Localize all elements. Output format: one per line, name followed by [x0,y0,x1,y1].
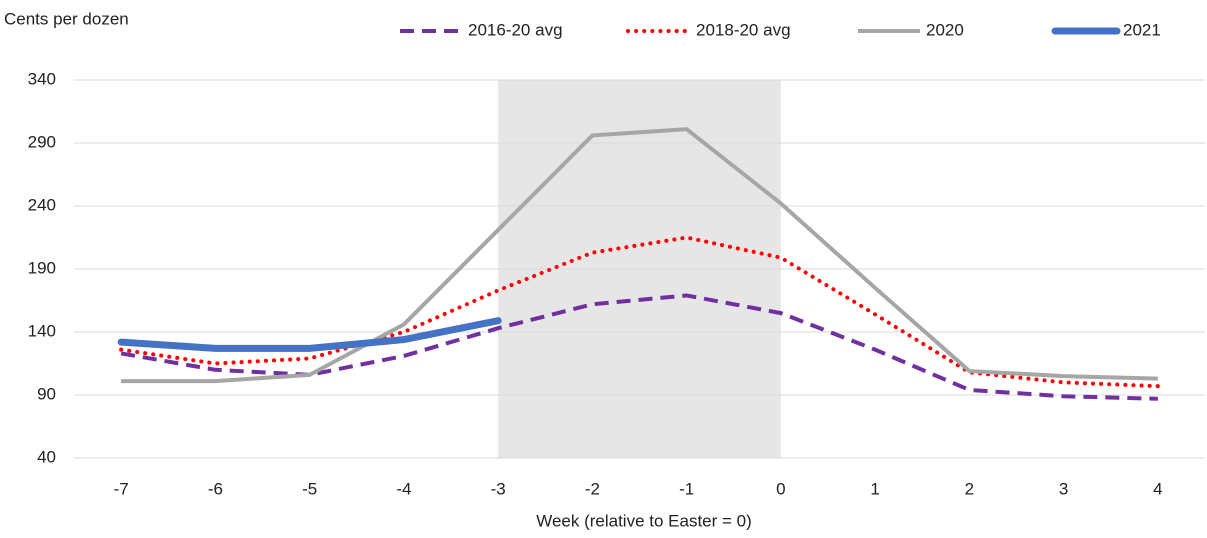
series-line [117,317,502,352]
x-tick-label: -5 [302,479,317,498]
series-line [120,293,1158,401]
y-tick-label: 290 [28,132,56,151]
x-tick-label: 0 [776,479,785,498]
x-tick-label: -1 [679,479,694,498]
x-tick-label: -7 [114,479,129,498]
x-tick-label: -2 [585,479,600,498]
legend-label: 2016-20 avg [468,20,563,39]
y-tick-label: 140 [28,321,56,340]
x-tick-label: 2 [965,479,974,498]
y-tick-label: 190 [28,258,56,277]
y-tick-label: 90 [37,384,56,403]
y-tick-label: 40 [37,447,56,466]
x-tick-label: -4 [396,479,411,498]
legend-label: 2021 [1123,20,1161,39]
x-tick-label: 3 [1059,479,1068,498]
x-tick-label: 1 [870,479,879,498]
y-tick-label: 340 [28,69,56,88]
y-tick-label: 240 [28,195,56,214]
series-line [121,127,1158,384]
legend-label: 2018-20 avg [696,20,791,39]
x-tick-label: -3 [491,479,506,498]
y-axis-title: Cents per dozen [4,9,129,28]
x-tick-label: 4 [1153,479,1162,498]
legend-label: 2020 [926,20,964,39]
x-tick-label: -6 [208,479,223,498]
x-axis-title: Week (relative to Easter = 0) [536,511,752,530]
